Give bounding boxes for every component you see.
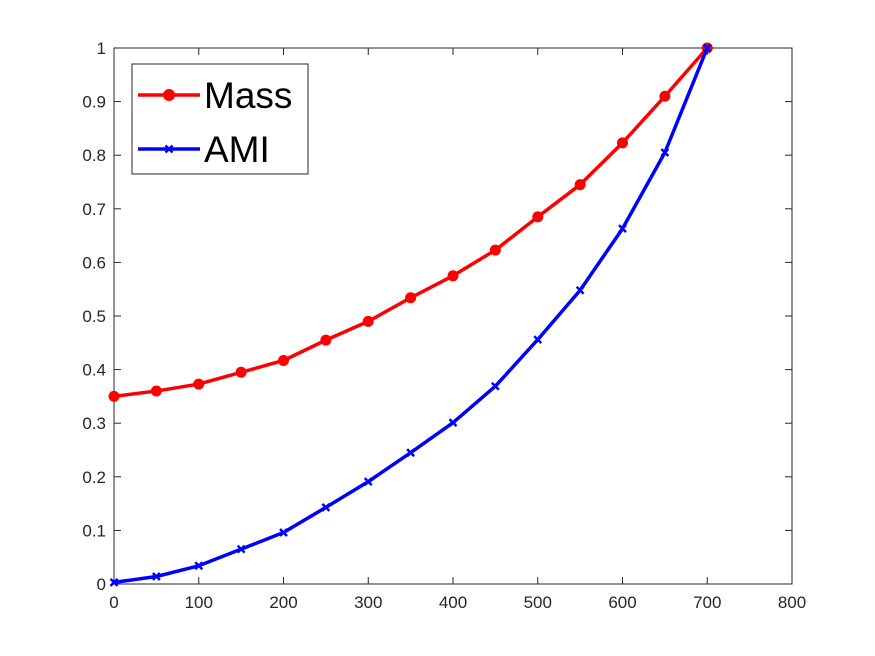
legend-entry-mass: Mass (138, 75, 292, 116)
data-point (363, 477, 373, 487)
data-point (532, 211, 544, 223)
y-tick-label: 0.9 (82, 93, 106, 112)
data-point (406, 448, 416, 458)
data-point (362, 315, 374, 327)
data-point (533, 335, 543, 344)
data-point (447, 270, 459, 282)
data-point (702, 43, 712, 53)
data-point (405, 292, 417, 304)
legend-entry-ami: AMI (138, 129, 270, 170)
data-point (448, 418, 458, 428)
y-tick-label: 0.8 (82, 146, 106, 165)
y-tick-label: 0.6 (82, 253, 106, 272)
data-point (489, 244, 501, 256)
data-point (321, 502, 331, 512)
x-tick-label: 600 (608, 593, 636, 612)
data-point (193, 378, 205, 390)
data-point (109, 578, 119, 587)
series-mass (108, 42, 713, 402)
data-point (618, 224, 627, 234)
data-point (151, 572, 161, 581)
data-point (278, 354, 289, 366)
x-tick-label: 0 (109, 593, 118, 612)
data-point (660, 148, 670, 157)
x-tick-label: 500 (524, 593, 552, 612)
x-tick-label: 800 (778, 593, 806, 612)
data-point (108, 390, 120, 402)
data-point (194, 561, 204, 571)
axis-ticks: 0 100 200 300 400 500 600 700 800 0 0.1 0.2 0.3 0.4 0.… (82, 39, 806, 612)
x-tick-label: 700 (693, 593, 721, 612)
legend-label: Mass (204, 75, 292, 116)
legend-swatch-marker (163, 89, 175, 101)
series-ami (109, 43, 712, 587)
y-tick-label: 0.3 (82, 414, 106, 433)
x-tick-label: 100 (185, 593, 213, 612)
data-point (150, 385, 162, 397)
y-tick-label: 0 (97, 575, 106, 594)
data-point (279, 528, 288, 537)
y-tick-label: 0.7 (82, 200, 106, 219)
data-point (617, 137, 628, 149)
y-tick-label: 0.1 (82, 521, 106, 540)
data-point (574, 179, 586, 191)
data-point (575, 285, 585, 295)
data-point (320, 334, 332, 346)
x-tick-label: 300 (354, 593, 382, 612)
data-point (490, 381, 500, 391)
data-point (659, 90, 671, 102)
legend-box (131, 63, 309, 175)
y-tick-label: 1 (97, 39, 106, 58)
y-tick-label: 0.4 (82, 361, 106, 380)
x-tick-label: 200 (269, 593, 297, 612)
data-point (236, 544, 246, 554)
legend-label: AMI (204, 129, 270, 170)
data-point (235, 366, 247, 378)
legend-swatch-marker (164, 144, 174, 154)
data-series (108, 42, 713, 587)
legend: Mass AMI (131, 63, 309, 175)
x-tick-label: 400 (439, 593, 467, 612)
y-tick-label: 0.2 (82, 468, 106, 487)
y-tick-label: 0.5 (82, 307, 106, 326)
